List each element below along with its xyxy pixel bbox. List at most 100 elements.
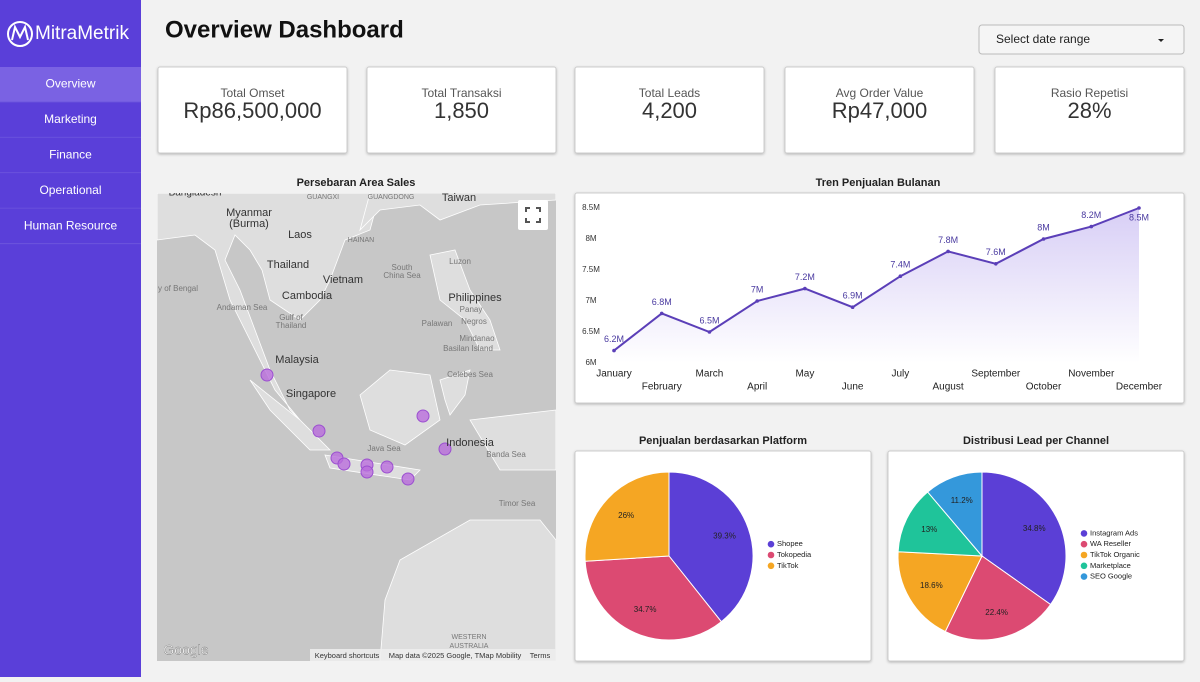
map-footer bbox=[310, 649, 556, 661]
pie-slice bbox=[584, 555, 723, 641]
map-label: Panay bbox=[460, 305, 483, 314]
map-label: Thailand bbox=[267, 259, 309, 271]
map-label: South bbox=[392, 263, 413, 272]
map-footer-text[interactable]: Keyboard shortcuts bbox=[315, 651, 380, 660]
slice-label: 34.7% bbox=[634, 605, 657, 614]
sales-marker bbox=[312, 424, 326, 438]
y-tick-label: 7M bbox=[585, 296, 596, 305]
nav-item[interactable] bbox=[0, 67, 141, 102]
kpi-value: 1,850 bbox=[434, 98, 489, 123]
x-tick-label: October bbox=[1026, 382, 1062, 393]
y-tick-label: 7.5M bbox=[582, 265, 600, 274]
kpi-label: Total Transaksi bbox=[421, 86, 501, 100]
x-tick-label: August bbox=[933, 382, 964, 393]
nav-item[interactable] bbox=[0, 173, 141, 209]
dropdown-arrow bbox=[1158, 39, 1164, 42]
kpi-label: Rasio Repetisi bbox=[1051, 86, 1128, 100]
y-tick-label: 6M bbox=[585, 358, 596, 367]
chart-title: Penjualan berdasarkan Platform bbox=[639, 435, 807, 447]
map-label: Cambodia bbox=[282, 290, 333, 302]
chart-title: Distribusi Lead per Channel bbox=[963, 435, 1109, 447]
map-label: Malaysia bbox=[275, 354, 319, 366]
legend-swatch bbox=[1080, 551, 1088, 559]
kpi-card bbox=[574, 66, 765, 154]
map-label: Gulf of bbox=[279, 313, 303, 322]
y-tick-label: 6.5M bbox=[582, 327, 600, 336]
map-label: Thailand bbox=[276, 321, 307, 330]
x-tick-label: January bbox=[596, 369, 632, 380]
line-point bbox=[612, 348, 616, 353]
nav-label[interactable]: Overview bbox=[45, 77, 95, 91]
line-point bbox=[1089, 224, 1094, 229]
sales-marker bbox=[438, 442, 452, 456]
slice-label: 34.8% bbox=[1023, 524, 1046, 533]
legend-swatch bbox=[767, 562, 775, 570]
legend-swatch bbox=[1080, 562, 1088, 570]
pie-slice bbox=[897, 551, 983, 633]
map-label: China Sea bbox=[383, 271, 421, 280]
data-label: 7M bbox=[751, 284, 764, 294]
legend-swatch bbox=[1080, 530, 1088, 537]
kpi-value: Rp86,500,000 bbox=[183, 98, 321, 123]
chart-title: Tren Penjualan Bulanan bbox=[816, 177, 941, 189]
date-select[interactable] bbox=[978, 24, 1185, 55]
pie-slice bbox=[981, 471, 1067, 606]
nav-label[interactable]: Operational bbox=[39, 183, 101, 197]
nav-label[interactable]: Finance bbox=[49, 147, 92, 161]
fullscreen-button[interactable] bbox=[518, 200, 548, 230]
x-tick-label: July bbox=[891, 369, 909, 380]
map-label: GUANGDONG bbox=[368, 194, 415, 201]
map-label: Banda Sea bbox=[486, 450, 526, 459]
nav-label[interactable]: Marketing bbox=[44, 112, 97, 126]
x-tick-label: February bbox=[642, 382, 682, 393]
y-tick-label: 8.5M bbox=[582, 203, 600, 212]
data-label: 7.4M bbox=[890, 260, 910, 270]
legend-swatch bbox=[767, 551, 775, 559]
nav-item[interactable] bbox=[0, 137, 141, 173]
line-point bbox=[803, 286, 807, 291]
slice-label: 26% bbox=[618, 511, 634, 520]
legend-label: Instagram Ads bbox=[1090, 528, 1138, 537]
data-label: 6.9M bbox=[843, 291, 863, 301]
map-logo: Google bbox=[163, 642, 208, 658]
legend-label: Marketplace bbox=[1090, 561, 1131, 570]
line-point bbox=[994, 262, 998, 266]
map-footer-text[interactable]: Terms bbox=[530, 651, 551, 660]
map-label: Timor Sea bbox=[499, 499, 536, 508]
legend-label: Shopee bbox=[777, 539, 803, 548]
map-land bbox=[157, 193, 381, 421]
map-land bbox=[379, 519, 556, 661]
map-label: Myanmar bbox=[226, 207, 272, 219]
map-label: Indonesia bbox=[446, 437, 495, 449]
map-label: Basilan Island bbox=[443, 344, 493, 353]
map-label: AUSTRALIA bbox=[450, 643, 489, 650]
brand-name: MitraMetrik bbox=[35, 23, 129, 44]
nav-label[interactable]: Human Resource bbox=[24, 218, 118, 232]
map-land bbox=[157, 193, 556, 232]
line-point bbox=[1041, 237, 1046, 241]
map-label: WESTERN bbox=[452, 634, 487, 641]
data-label: 6.5M bbox=[699, 315, 719, 325]
line bbox=[613, 207, 1140, 352]
map-label: Negros bbox=[461, 317, 487, 326]
slice-label: 11.2% bbox=[951, 496, 973, 505]
x-tick-label: April bbox=[747, 382, 767, 393]
sales-marker bbox=[360, 465, 374, 479]
date-select-label[interactable]: Select date range bbox=[996, 32, 1090, 46]
sales-marker bbox=[260, 368, 274, 382]
map-label: HAINAN bbox=[348, 237, 374, 244]
nav-item[interactable] bbox=[0, 102, 141, 138]
slice-label: 39.3% bbox=[713, 532, 736, 541]
x-tick-label: March bbox=[696, 369, 724, 380]
nav-item[interactable] bbox=[0, 208, 141, 244]
kpi-value: Rp47,000 bbox=[832, 98, 927, 123]
map-label: Singapore bbox=[286, 388, 336, 400]
map-label: Laos bbox=[288, 229, 312, 241]
map-label: Java Sea bbox=[367, 444, 401, 453]
map-label: (Burma) bbox=[229, 218, 269, 230]
legend-swatch bbox=[1080, 573, 1088, 580]
map-label: Philippines bbox=[448, 292, 502, 304]
line-point bbox=[898, 274, 903, 279]
data-label: 8.2M bbox=[1081, 210, 1101, 220]
